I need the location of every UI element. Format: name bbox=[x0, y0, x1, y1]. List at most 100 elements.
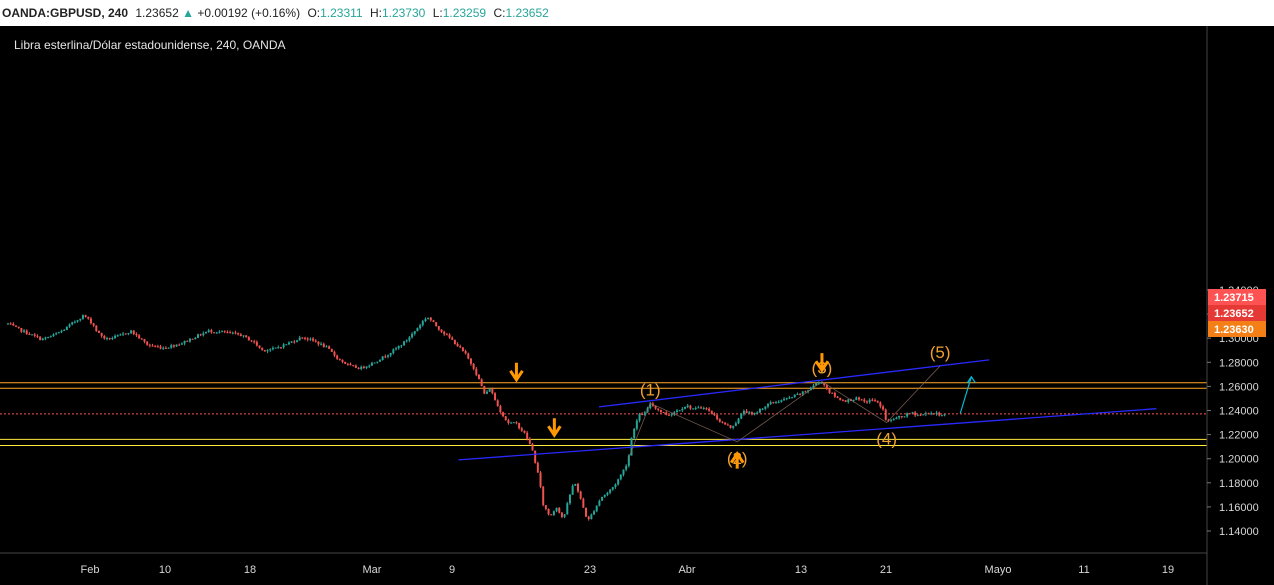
candle-body bbox=[100, 332, 103, 336]
candle-body bbox=[534, 450, 537, 463]
candle-body bbox=[245, 335, 248, 338]
candle-body bbox=[906, 413, 909, 417]
candle-body bbox=[676, 410, 678, 413]
candle-body bbox=[346, 363, 349, 365]
candle-body bbox=[234, 332, 237, 334]
price-axis[interactable]: 1.340001.320001.300001.280001.260001.240… bbox=[1207, 285, 1266, 538]
zones-layer bbox=[0, 382, 1207, 446]
chart-background bbox=[0, 26, 1274, 585]
candle-body bbox=[376, 361, 379, 363]
candle-body bbox=[47, 337, 50, 339]
candle-body bbox=[461, 347, 464, 352]
candle-body bbox=[841, 400, 844, 402]
candle-body bbox=[132, 330, 135, 335]
candle-body bbox=[405, 340, 408, 342]
candle-body bbox=[483, 386, 486, 394]
candle-body bbox=[708, 408, 711, 411]
candle-body bbox=[306, 338, 309, 340]
candle-body bbox=[697, 407, 700, 409]
candle-body bbox=[868, 399, 871, 403]
candle-body bbox=[76, 320, 79, 322]
time-axis[interactable]: Feb 10 18 Mar 9 23 Abr 13 21 Mayo 11 19 bbox=[81, 564, 1175, 576]
candle-body bbox=[558, 507, 561, 513]
candle-body bbox=[520, 428, 523, 431]
candle-body bbox=[344, 361, 347, 364]
candle-body bbox=[183, 340, 186, 344]
candle-body bbox=[60, 330, 63, 333]
close-value: 1.23652 bbox=[505, 6, 549, 20]
candle-body bbox=[678, 410, 681, 412]
candle-body bbox=[49, 336, 52, 338]
candle-body bbox=[36, 335, 39, 337]
candle-body bbox=[611, 487, 614, 490]
y-tick-label: 1.22000 bbox=[1219, 430, 1259, 442]
candle-body bbox=[518, 423, 521, 429]
candle-body bbox=[33, 334, 36, 336]
candle-body bbox=[622, 469, 625, 475]
candle-body bbox=[68, 324, 71, 327]
candle-body bbox=[188, 338, 191, 342]
candle-body bbox=[103, 335, 106, 339]
candle-body bbox=[737, 418, 740, 424]
y-tick-label: 1.18000 bbox=[1219, 478, 1259, 490]
candle-body bbox=[360, 366, 363, 370]
candle-body bbox=[443, 331, 446, 335]
candle-body bbox=[627, 455, 630, 466]
candle-body bbox=[649, 403, 652, 409]
symbol-label[interactable]: OANDA:GBPUSD, 240 bbox=[2, 6, 129, 20]
y-tick-label: 1.16000 bbox=[1219, 502, 1259, 514]
candle-body bbox=[502, 412, 505, 417]
candle-body bbox=[20, 328, 23, 332]
candle-body bbox=[389, 353, 392, 356]
wave-label-5: (5) bbox=[930, 343, 951, 362]
y-tick-label: 1.20000 bbox=[1219, 454, 1259, 466]
chart-title: Libra esterlina/Dólar estadounidense, 24… bbox=[14, 38, 286, 52]
candle-body bbox=[823, 382, 826, 386]
candle-body bbox=[440, 329, 443, 332]
price-chart[interactable]: (1)(2)(3)(4)(5) 1.340001.320001.300001.2… bbox=[0, 26, 1274, 585]
open-value: 1.23311 bbox=[320, 6, 363, 20]
candle-body bbox=[472, 363, 475, 369]
candle-body bbox=[400, 345, 403, 347]
x-tick-label: 10 bbox=[159, 564, 171, 576]
candle-body bbox=[429, 317, 432, 321]
candle-body bbox=[673, 412, 676, 415]
candle-body bbox=[325, 346, 328, 348]
candle-body bbox=[435, 322, 438, 327]
candle-body bbox=[151, 345, 154, 347]
candle-body bbox=[89, 318, 92, 324]
candle-body bbox=[167, 347, 170, 349]
candle-body bbox=[935, 412, 938, 415]
candle-body bbox=[587, 516, 590, 520]
candle-body bbox=[783, 399, 786, 401]
candle-body bbox=[643, 412, 646, 415]
candle-body bbox=[255, 341, 258, 346]
candle-body bbox=[705, 408, 708, 410]
candle-body bbox=[547, 508, 550, 515]
candle-body bbox=[560, 512, 563, 517]
candle-body bbox=[263, 350, 266, 352]
candle-body bbox=[619, 474, 622, 480]
candle-body bbox=[250, 340, 253, 342]
candle-body bbox=[459, 346, 462, 348]
candle-body bbox=[148, 344, 151, 346]
candle-body bbox=[812, 385, 815, 388]
wave-label-4: (4) bbox=[876, 430, 897, 449]
candle-body bbox=[199, 334, 202, 336]
candle-body bbox=[898, 416, 901, 418]
candle-body bbox=[437, 326, 440, 330]
candle-body bbox=[555, 507, 558, 512]
candle-body bbox=[237, 332, 240, 335]
candle-body bbox=[221, 331, 224, 333]
candle-body bbox=[239, 334, 242, 337]
symbol-header: OANDA:GBPUSD, 240 1.23652 ▲ +0.00192 (+0… bbox=[0, 0, 1274, 26]
candle-body bbox=[836, 396, 839, 398]
candle-body bbox=[223, 331, 226, 333]
candle-body bbox=[919, 414, 922, 416]
candle-body bbox=[304, 337, 307, 339]
candle-body bbox=[453, 339, 456, 344]
candle-body bbox=[320, 343, 323, 345]
candle-body bbox=[12, 323, 15, 326]
candle-body bbox=[654, 405, 657, 409]
candle-body bbox=[338, 358, 341, 360]
